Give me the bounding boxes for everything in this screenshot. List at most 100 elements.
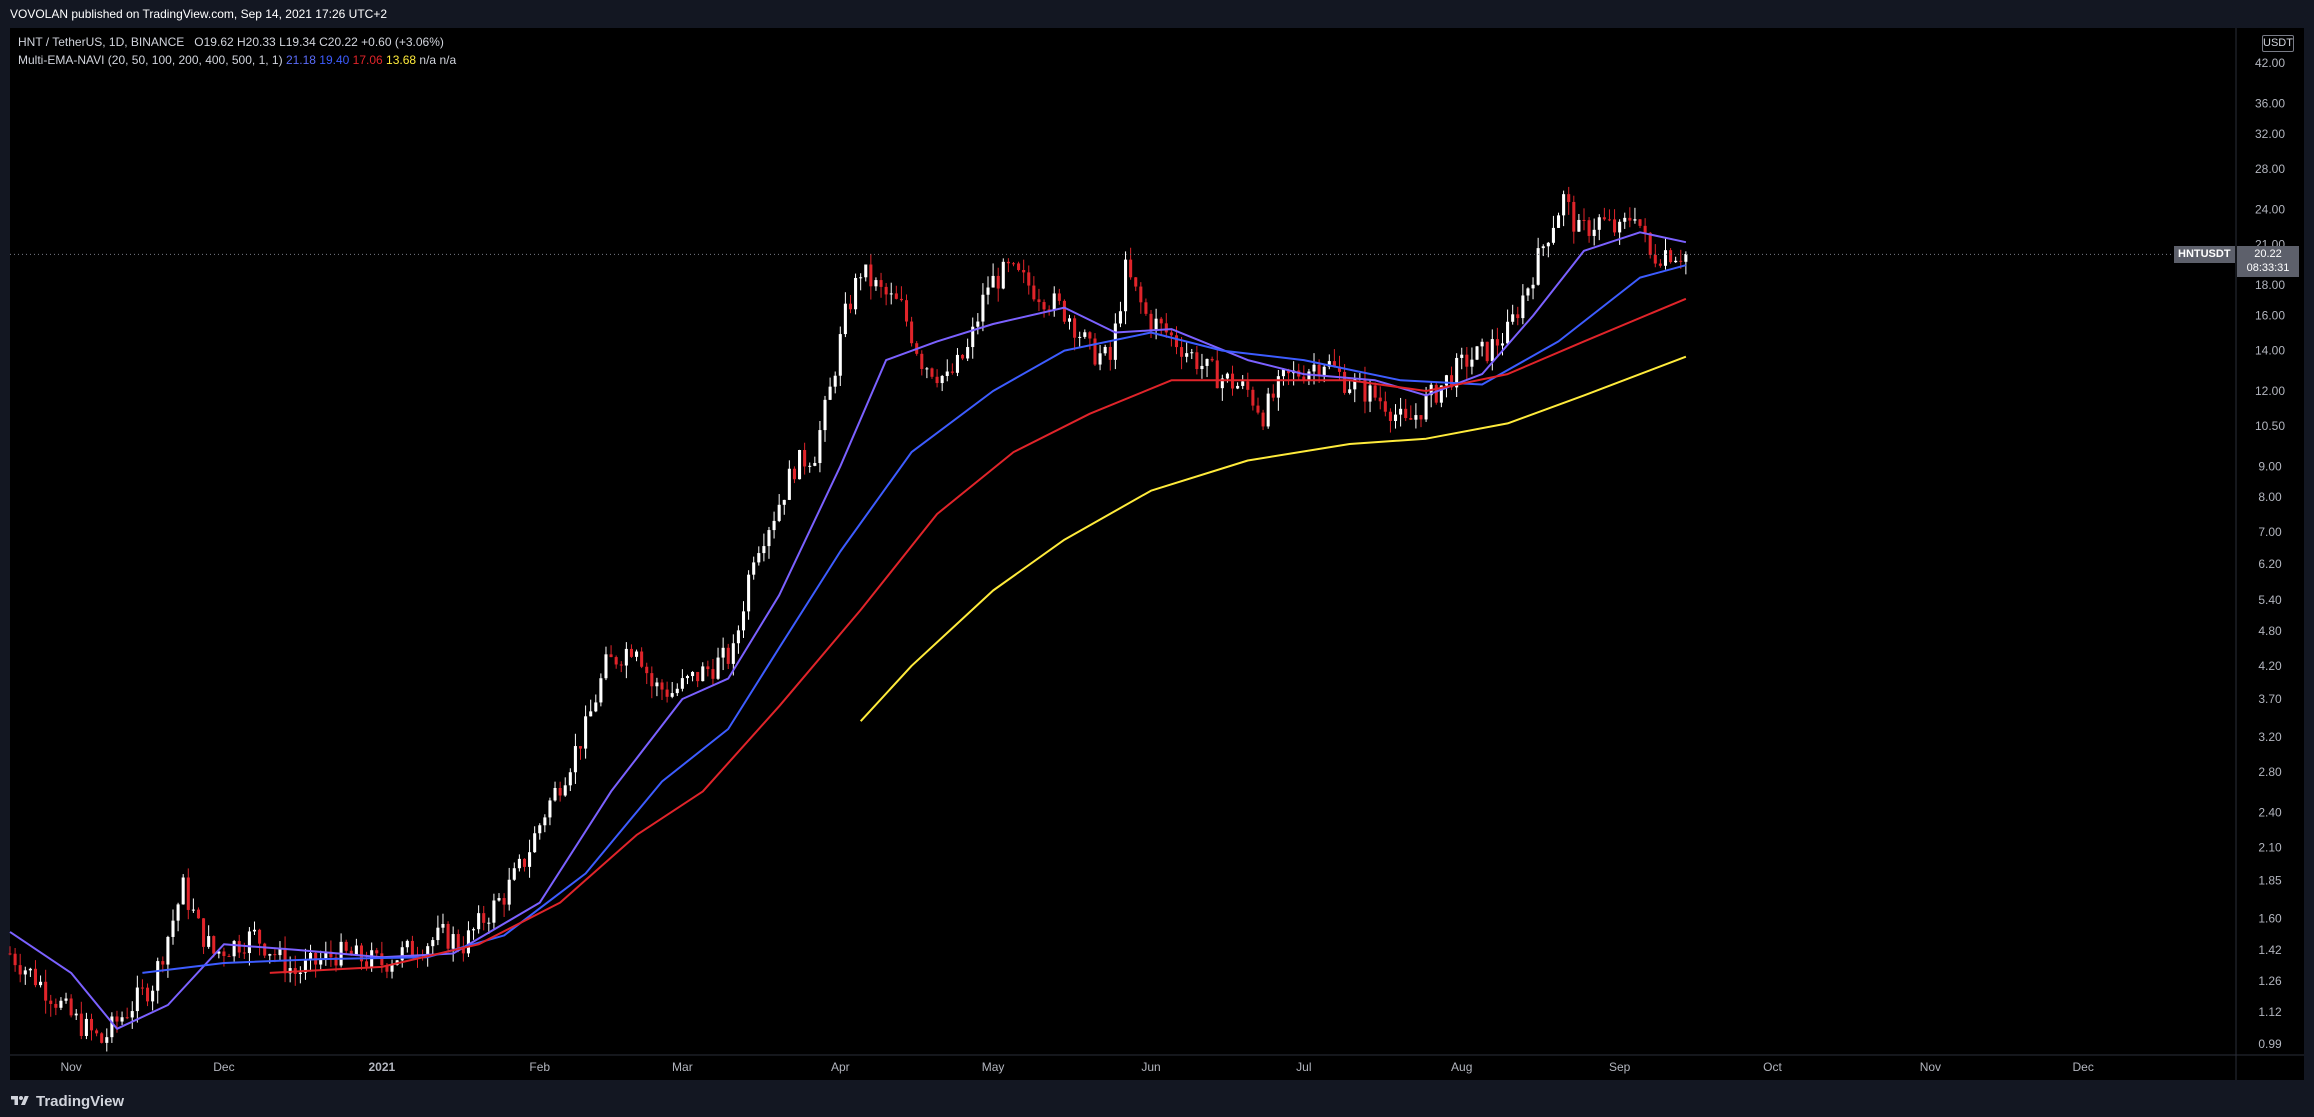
candle bbox=[869, 253, 873, 300]
candle bbox=[1246, 372, 1250, 398]
candle bbox=[1495, 327, 1499, 356]
candle bbox=[176, 902, 180, 932]
candle bbox=[18, 953, 22, 983]
price-tick-label: 3.20 bbox=[2258, 730, 2282, 744]
candle bbox=[894, 285, 898, 300]
candle bbox=[1363, 366, 1367, 414]
candle bbox=[1037, 288, 1041, 311]
candle bbox=[1057, 288, 1061, 305]
candle bbox=[721, 637, 725, 671]
time-tick-label: Nov bbox=[60, 1060, 81, 1074]
candle bbox=[1592, 218, 1596, 246]
candle bbox=[1332, 349, 1336, 368]
publication-header: VOVOLAN published on TradingView.com, Se… bbox=[0, 0, 2314, 28]
candle bbox=[482, 905, 486, 931]
time-tick-label: Dec bbox=[213, 1060, 234, 1074]
time-tick-label: Mar bbox=[672, 1060, 693, 1074]
candle bbox=[135, 975, 139, 1023]
time-tick-label: Apr bbox=[831, 1060, 850, 1074]
price-tick-label: 1.60 bbox=[2258, 912, 2282, 926]
price-tick-label: 14.00 bbox=[2255, 344, 2285, 358]
candle bbox=[1322, 364, 1326, 383]
candle bbox=[44, 969, 48, 1014]
candle bbox=[1643, 218, 1647, 243]
candle bbox=[191, 898, 195, 913]
candle bbox=[181, 874, 185, 905]
candle bbox=[726, 643, 730, 670]
candle bbox=[1220, 374, 1224, 401]
candle bbox=[1134, 276, 1138, 292]
candle bbox=[466, 921, 470, 958]
candle bbox=[39, 975, 43, 988]
candle bbox=[1164, 313, 1168, 338]
candle bbox=[497, 893, 501, 902]
candle bbox=[207, 925, 211, 949]
candle bbox=[33, 960, 37, 988]
candle bbox=[1434, 381, 1438, 405]
candle bbox=[461, 936, 465, 962]
candle bbox=[1190, 348, 1194, 360]
price-tick-label: 2.80 bbox=[2258, 765, 2282, 779]
symbol-row: HNT / TetherUS, 1D, BINANCE O19.62 H20.3… bbox=[18, 33, 456, 51]
candle bbox=[1042, 299, 1046, 318]
candle bbox=[492, 893, 496, 930]
candle bbox=[609, 645, 613, 658]
candle bbox=[400, 941, 404, 968]
candle bbox=[263, 942, 267, 959]
candle bbox=[125, 1007, 129, 1020]
candle bbox=[1312, 353, 1316, 385]
candle bbox=[1587, 217, 1591, 243]
candle bbox=[1393, 404, 1398, 429]
candle bbox=[1062, 299, 1066, 325]
candle bbox=[120, 1011, 124, 1026]
candle bbox=[1195, 345, 1199, 375]
candle bbox=[1251, 386, 1255, 411]
currency-button[interactable]: USDT bbox=[2262, 35, 2294, 52]
ema20-line bbox=[9, 231, 1687, 1030]
candle bbox=[986, 276, 990, 305]
chart-frame[interactable] bbox=[10, 28, 2304, 1080]
indicator-value-0: 21.18 bbox=[285, 53, 316, 67]
candle bbox=[1373, 382, 1377, 401]
candle bbox=[670, 681, 674, 699]
candle bbox=[624, 642, 628, 679]
price-tick-label: 9.00 bbox=[2258, 459, 2282, 473]
price-tick-label: 1.85 bbox=[2258, 874, 2282, 888]
candle bbox=[619, 661, 623, 673]
candle bbox=[1419, 415, 1423, 428]
candle bbox=[283, 936, 287, 983]
candle bbox=[1108, 341, 1112, 371]
candle bbox=[899, 286, 903, 302]
candle bbox=[584, 705, 588, 759]
candle bbox=[1261, 409, 1265, 431]
candle bbox=[904, 294, 909, 327]
indicator-row: Multi-EMA-NAVI (20, 50, 100, 200, 400, 5… bbox=[18, 51, 456, 69]
price-tick-label: 1.42 bbox=[2258, 943, 2282, 957]
price-tick-label: 28.00 bbox=[2255, 162, 2285, 176]
candle bbox=[558, 781, 562, 802]
candle bbox=[1485, 341, 1489, 364]
candle bbox=[1638, 219, 1642, 229]
candle bbox=[54, 998, 58, 1016]
candle bbox=[1159, 316, 1163, 335]
candle bbox=[1006, 258, 1010, 273]
price-tick-label: 12.00 bbox=[2255, 384, 2285, 398]
candle bbox=[950, 363, 954, 375]
candle bbox=[848, 294, 853, 314]
candle bbox=[105, 1028, 109, 1052]
candle bbox=[1139, 282, 1143, 314]
candle bbox=[680, 669, 684, 692]
candle bbox=[1582, 208, 1586, 231]
candle bbox=[359, 943, 364, 971]
tradingview-brand[interactable]: TradingView bbox=[36, 1092, 125, 1110]
time-tick-label: Feb bbox=[529, 1060, 550, 1074]
candle bbox=[1674, 256, 1678, 263]
candle bbox=[1531, 277, 1535, 300]
candle bbox=[344, 939, 348, 954]
candle bbox=[324, 941, 328, 966]
candle bbox=[1521, 284, 1525, 325]
candle bbox=[981, 283, 985, 332]
candle bbox=[548, 797, 552, 826]
candle bbox=[512, 862, 516, 881]
